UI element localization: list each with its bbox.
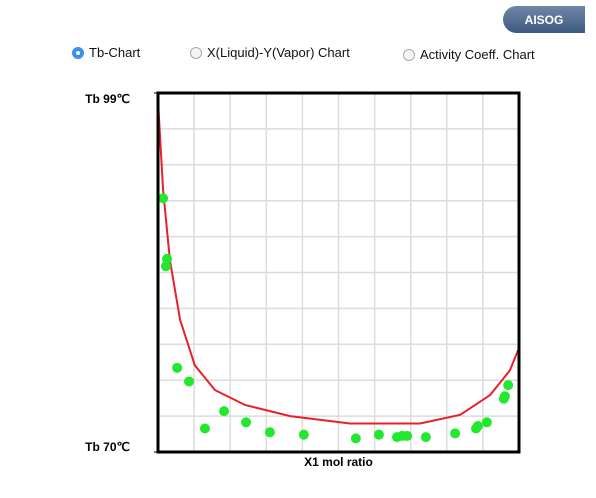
y-tick-label: Tb 99℃ — [85, 92, 130, 106]
plot-frame — [156, 91, 521, 454]
radio-label: X(Liquid)-Y(Vapor) Chart — [207, 45, 350, 60]
radio-option[interactable]: X(Liquid)-Y(Vapor) Chart — [190, 45, 350, 60]
data-point — [158, 193, 169, 204]
y-tick-label: Tb 70℃ — [85, 440, 130, 454]
radio-option[interactable]: Activity Coeff. Chart — [403, 47, 535, 62]
x-axis-label: X1 mol ratio — [304, 455, 373, 469]
data-point — [420, 432, 431, 443]
radio-label: Activity Coeff. Chart — [420, 47, 535, 62]
data-point — [172, 362, 183, 373]
data-point — [241, 417, 252, 428]
data-point — [162, 253, 173, 264]
data-point — [499, 391, 510, 402]
curve — [157, 100, 520, 425]
data-point — [503, 380, 514, 391]
data-point — [373, 429, 384, 440]
data-point — [472, 421, 483, 432]
data-point — [298, 429, 309, 440]
data-point — [402, 430, 413, 441]
aisog-button[interactable]: AISOG — [503, 6, 585, 33]
radio-label: Tb-Chart — [89, 45, 141, 60]
data-point — [219, 406, 230, 417]
data-point — [160, 261, 171, 272]
radio-button[interactable] — [72, 46, 84, 59]
data-point — [350, 433, 361, 444]
data-point — [199, 423, 210, 434]
data-point — [450, 428, 461, 439]
radio-button[interactable] — [403, 48, 415, 61]
data-point — [264, 427, 275, 438]
data-point — [481, 417, 492, 428]
data-point — [184, 376, 195, 387]
radio-option[interactable]: Tb-Chart — [72, 45, 140, 60]
radio-button[interactable] — [190, 46, 202, 59]
